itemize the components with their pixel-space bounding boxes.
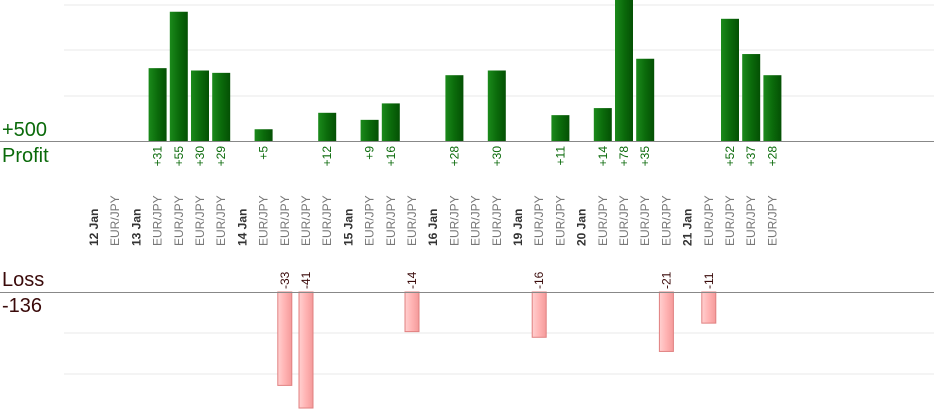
pair-label: EUR/JPY xyxy=(702,195,716,246)
profit-bar xyxy=(381,103,400,141)
profit-value-label: +30 xyxy=(193,146,207,167)
profit-bar xyxy=(721,18,739,141)
profit-bar xyxy=(212,72,231,141)
pair-label: EUR/JPY xyxy=(723,195,737,246)
pair-label: EUR/JPY xyxy=(469,195,483,246)
loss-total-label: -136 xyxy=(2,295,43,317)
profit-value-label: +29 xyxy=(214,146,228,167)
date-label: 19 Jan xyxy=(511,209,525,246)
profit-bar xyxy=(318,112,337,141)
profit-bar xyxy=(169,11,188,141)
pair-label: EUR/JPY xyxy=(193,195,207,246)
loss-value-label: -16 xyxy=(532,271,546,289)
profit-value-label: +52 xyxy=(723,146,737,167)
profit-value-label: +16 xyxy=(384,146,398,167)
pair-label: EUR/JPY xyxy=(596,195,610,246)
pair-label: EUR/JPY xyxy=(617,195,631,246)
date-label: 21 Jan xyxy=(681,209,695,246)
profit-bar xyxy=(763,75,782,141)
date-label: 14 Jan xyxy=(235,209,249,246)
loss-bar xyxy=(277,291,293,386)
profit-bar xyxy=(593,108,612,141)
pair-label: EUR/JPY xyxy=(299,195,313,246)
profit-bar xyxy=(254,129,273,141)
pair-label: EUR/JPY xyxy=(490,195,504,246)
loss-word-label: Loss xyxy=(2,269,45,291)
profit-value-label: +30 xyxy=(490,146,504,167)
loss-bar xyxy=(404,291,420,333)
pair-label: EUR/JPY xyxy=(532,195,546,246)
profit-value-label: +37 xyxy=(744,146,758,167)
profit-bar xyxy=(615,0,633,141)
profit-value-label: +35 xyxy=(638,146,652,167)
loss-value-label: -21 xyxy=(659,271,673,289)
profit-bar xyxy=(551,115,570,141)
profit-value-label: +11 xyxy=(553,146,567,166)
loss-bar xyxy=(531,291,547,338)
profit-word-label: Profit xyxy=(2,145,49,167)
profit-value-label: +28 xyxy=(447,146,461,167)
pair-label: EUR/JPY xyxy=(257,195,271,246)
pair-label: EUR/JPY xyxy=(320,195,334,246)
profit-bar xyxy=(191,70,209,141)
loss-bar xyxy=(298,291,314,409)
profit-value-label: +5 xyxy=(257,146,271,160)
date-label: 13 Jan xyxy=(129,209,143,246)
profit-bar xyxy=(742,54,761,141)
pair-label: EUR/JPY xyxy=(405,195,419,246)
profit-value-label: +14 xyxy=(596,146,610,167)
pair-label: EUR/JPY xyxy=(151,195,165,246)
pair-label: EUR/JPY xyxy=(363,195,377,246)
pair-label: EUR/JPY xyxy=(278,195,292,246)
pair-label: EUR/JPY xyxy=(659,195,673,246)
loss-bar xyxy=(658,291,674,352)
profit-bar xyxy=(445,75,464,141)
pair-label: EUR/JPY xyxy=(214,195,228,246)
pair-label: EUR/JPY xyxy=(553,195,567,246)
loss-value-label: -33 xyxy=(278,271,292,289)
pair-label: EUR/JPY xyxy=(765,195,779,246)
profit-bar xyxy=(360,119,379,141)
profit-value-label: +55 xyxy=(172,146,186,167)
pair-label: EUR/JPY xyxy=(384,195,398,246)
pair-label: EUR/JPY xyxy=(447,195,461,246)
profit-bar xyxy=(148,68,167,141)
profit-value-label: +28 xyxy=(765,146,779,167)
date-label: 16 Jan xyxy=(426,209,440,246)
date-label: 20 Jan xyxy=(575,209,589,246)
date-label: 12 Jan xyxy=(87,209,101,246)
pair-label: EUR/JPY xyxy=(172,195,186,246)
profit-value-label: +31 xyxy=(151,146,165,167)
pair-label: EUR/JPY xyxy=(744,195,758,246)
profit-bar xyxy=(487,70,506,141)
profit-value-label: +12 xyxy=(320,146,334,167)
loss-value-label: -11 xyxy=(702,272,716,289)
profit-total-label: +500 xyxy=(2,119,48,141)
pair-label: EUR/JPY xyxy=(638,195,652,246)
loss-bar xyxy=(701,291,717,324)
profit-value-label: +9 xyxy=(363,146,377,160)
profit-value-label: +78 xyxy=(617,146,631,167)
profit-bar xyxy=(636,58,655,141)
pair-label: EUR/JPY xyxy=(108,195,122,246)
loss-value-label: -41 xyxy=(299,271,313,289)
loss-value-label: -14 xyxy=(405,271,419,289)
date-label: 15 Jan xyxy=(341,209,355,246)
